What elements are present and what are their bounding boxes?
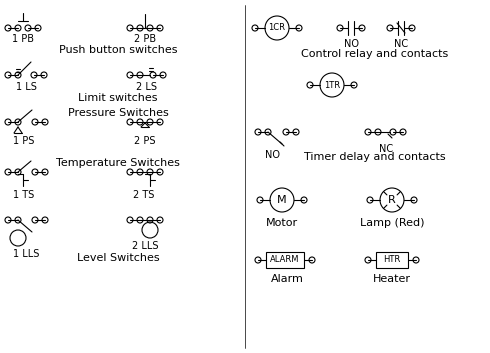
Text: 2 LLS: 2 LLS xyxy=(132,241,158,251)
Text: Limit switches: Limit switches xyxy=(78,93,158,103)
Bar xyxy=(266,252,304,268)
Text: Lamp (Red): Lamp (Red) xyxy=(360,218,424,228)
Text: 1 PS: 1 PS xyxy=(13,136,35,146)
Text: Level Switches: Level Switches xyxy=(77,253,159,263)
Text: 1CR: 1CR xyxy=(269,24,286,32)
Text: Control relay and contacts: Control relay and contacts xyxy=(301,49,449,59)
Text: Temperature Switches: Temperature Switches xyxy=(56,158,180,168)
Text: Timer delay and contacts: Timer delay and contacts xyxy=(304,152,446,162)
Text: Push button switches: Push button switches xyxy=(59,45,177,55)
Text: 2 PS: 2 PS xyxy=(134,136,156,146)
Text: M: M xyxy=(277,195,287,205)
Text: 1 LS: 1 LS xyxy=(16,82,36,92)
Text: NC: NC xyxy=(379,144,393,154)
Text: Motor: Motor xyxy=(266,218,298,228)
Text: 2 TS: 2 TS xyxy=(133,190,155,200)
Text: 1 TS: 1 TS xyxy=(13,190,35,200)
Text: HTR: HTR xyxy=(383,256,401,264)
Text: 1 PB: 1 PB xyxy=(12,34,34,44)
Text: 1 LLS: 1 LLS xyxy=(13,249,39,259)
Text: NO: NO xyxy=(265,150,279,160)
Text: 2 PB: 2 PB xyxy=(134,34,156,44)
Text: Alarm: Alarm xyxy=(270,274,303,284)
Text: NO: NO xyxy=(343,39,359,49)
Text: 2 LS: 2 LS xyxy=(136,82,156,92)
Text: ALARM: ALARM xyxy=(270,256,300,264)
Text: Pressure Switches: Pressure Switches xyxy=(68,108,169,118)
Text: Heater: Heater xyxy=(373,274,411,284)
Text: R: R xyxy=(388,195,396,205)
Text: 1TR: 1TR xyxy=(324,80,340,90)
Bar xyxy=(376,252,408,268)
Text: NC: NC xyxy=(394,39,408,49)
